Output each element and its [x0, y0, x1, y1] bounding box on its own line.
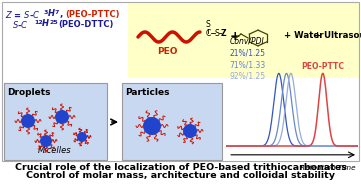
Text: 25: 25 [49, 20, 58, 26]
Text: 21%/1.25: 21%/1.25 [229, 49, 265, 57]
Ellipse shape [143, 117, 161, 135]
Text: ,: , [60, 9, 63, 19]
Bar [128, 2, 359, 78]
Ellipse shape [77, 132, 87, 142]
Text: Crucial role of the localization of PEO-based trithiocarbonates: Crucial role of the localization of PEO-… [14, 163, 347, 171]
Text: 3: 3 [44, 11, 48, 15]
Text: $\mathit{S}$-$\mathit{C}$: $\mathit{S}$-$\mathit{C}$ [12, 19, 29, 29]
Text: Control of molar mass, architecture and colloidal stability: Control of molar mass, architecture and … [26, 171, 335, 180]
Text: (PEO-DTTC): (PEO-DTTC) [58, 19, 113, 29]
Text: + Water: + Water [284, 32, 323, 40]
Text: (PEO-PTTC): (PEO-PTTC) [65, 9, 119, 19]
Text: PEO: PEO [157, 47, 177, 57]
Ellipse shape [21, 114, 35, 128]
Text: +: + [230, 29, 240, 43]
Bar [122, 83, 222, 160]
Text: Retention Time: Retention Time [300, 165, 356, 171]
Ellipse shape [55, 110, 69, 124]
Ellipse shape [183, 124, 197, 138]
Text: S: S [215, 29, 219, 37]
Text: $\mathit{Z}$ = $\mathit{S}$-$\mathit{C}$: $\mathit{Z}$ = $\mathit{S}$-$\mathit{C}$ [5, 9, 40, 19]
Text: S: S [206, 20, 210, 29]
Text: H: H [48, 9, 55, 19]
Text: Droplets: Droplets [7, 88, 51, 97]
Text: + Ultrasounds: + Ultrasounds [314, 32, 361, 40]
Text: Z: Z [220, 29, 226, 37]
Text: 92%/1.25: 92%/1.25 [229, 71, 265, 80]
Text: Particles: Particles [125, 88, 170, 97]
Bar [2, 2, 359, 161]
Text: C: C [205, 29, 210, 37]
Text: 71%/1.33: 71%/1.33 [229, 60, 266, 69]
Text: PEO-PTTC: PEO-PTTC [301, 62, 344, 70]
Bar [4, 83, 107, 160]
Text: 12: 12 [34, 20, 43, 26]
Text: Micelles: Micelles [38, 146, 72, 155]
Text: H: H [42, 19, 49, 29]
Text: Conv/PDI: Conv/PDI [229, 36, 264, 45]
Text: 7: 7 [55, 11, 59, 15]
Ellipse shape [40, 135, 52, 147]
